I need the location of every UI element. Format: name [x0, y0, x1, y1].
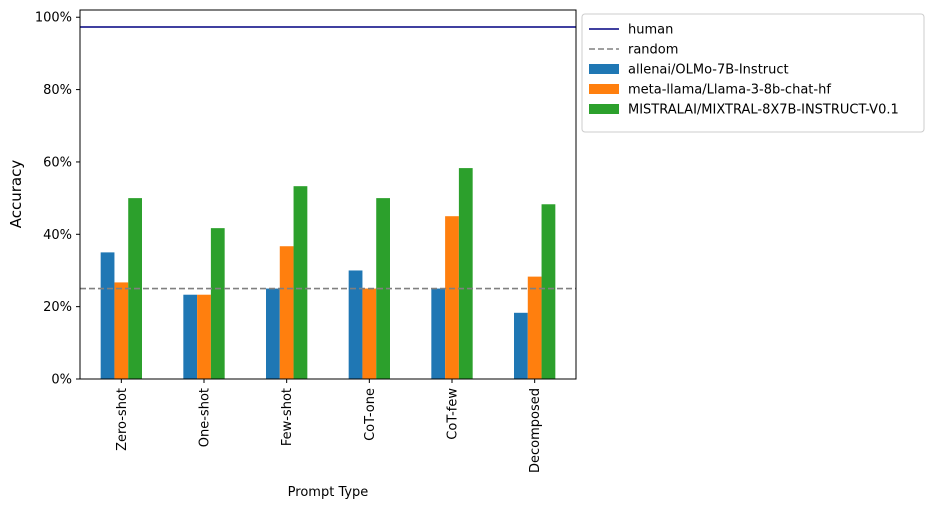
bar-3-decomposed — [541, 204, 556, 379]
bar-3-cot-one — [376, 198, 390, 379]
x-tick-label: CoT-one — [363, 388, 378, 441]
bar-2-one-shot — [197, 294, 211, 379]
y-tick-label: 0% — [51, 373, 72, 388]
bar-3-one-shot — [210, 228, 225, 379]
legend-label: MISTRALAI/MIXTRAL-8X7B-INSTRUCT-V0.1 — [628, 103, 899, 118]
legend-label: allenai/OLMo-7B-Instruct — [628, 63, 789, 78]
bar-2-few-shot — [279, 246, 294, 379]
x-axis-label: Prompt Type — [288, 485, 369, 500]
legend: human random allenai/OLMo-7B-Instruct meta-… — [581, 13, 925, 133]
x-tick-label: Decomposed — [528, 388, 543, 473]
y-tick-label: 20% — [43, 300, 72, 315]
y-tick-label: 80% — [43, 83, 72, 98]
y-axis-label: Accuracy — [7, 160, 25, 229]
x-tick-label: One-shot — [198, 388, 213, 447]
legend-frame — [581, 13, 925, 133]
plot-frame — [79, 9, 577, 380]
legend-label: human — [628, 23, 673, 38]
x-tick-label: Zero-shot — [115, 388, 130, 451]
y-tick-label: 40% — [43, 228, 72, 243]
bar-1-decomposed — [514, 312, 528, 379]
bar-2-cot-one — [362, 288, 377, 379]
bar-1-cot-one — [348, 270, 363, 379]
bars-layer — [100, 168, 556, 379]
bar-1-few-shot — [266, 288, 280, 379]
x-axis: Zero-shot One-shot Few-shot CoT-one CoT-few D… — [115, 379, 543, 473]
y-axis: 0% 20% 40% 60% 80% 100% — [35, 11, 80, 388]
legend-label: meta-llama/Llama-3-8b-chat-hf — [628, 83, 831, 98]
legend-label: random — [628, 43, 678, 58]
reference-lines-layer — [80, 26, 576, 290]
legend-swatch — [589, 64, 619, 74]
y-tick-label: 60% — [43, 155, 72, 170]
bar-2-decomposed — [527, 276, 542, 379]
bar-3-cot-few — [458, 168, 473, 379]
x-tick-label: Few-shot — [280, 388, 295, 446]
bar-2-cot-few — [445, 216, 459, 379]
legend-swatch — [589, 104, 619, 114]
bar-1-zero-shot — [100, 252, 115, 379]
bar-2-zero-shot — [114, 282, 129, 379]
y-tick-label: 100% — [35, 11, 72, 26]
bar-1-cot-few — [431, 288, 446, 379]
bar-1-one-shot — [183, 294, 198, 379]
legend-swatch — [589, 84, 619, 94]
bar-3-few-shot — [293, 186, 308, 379]
x-tick-label: CoT-few — [446, 388, 461, 440]
